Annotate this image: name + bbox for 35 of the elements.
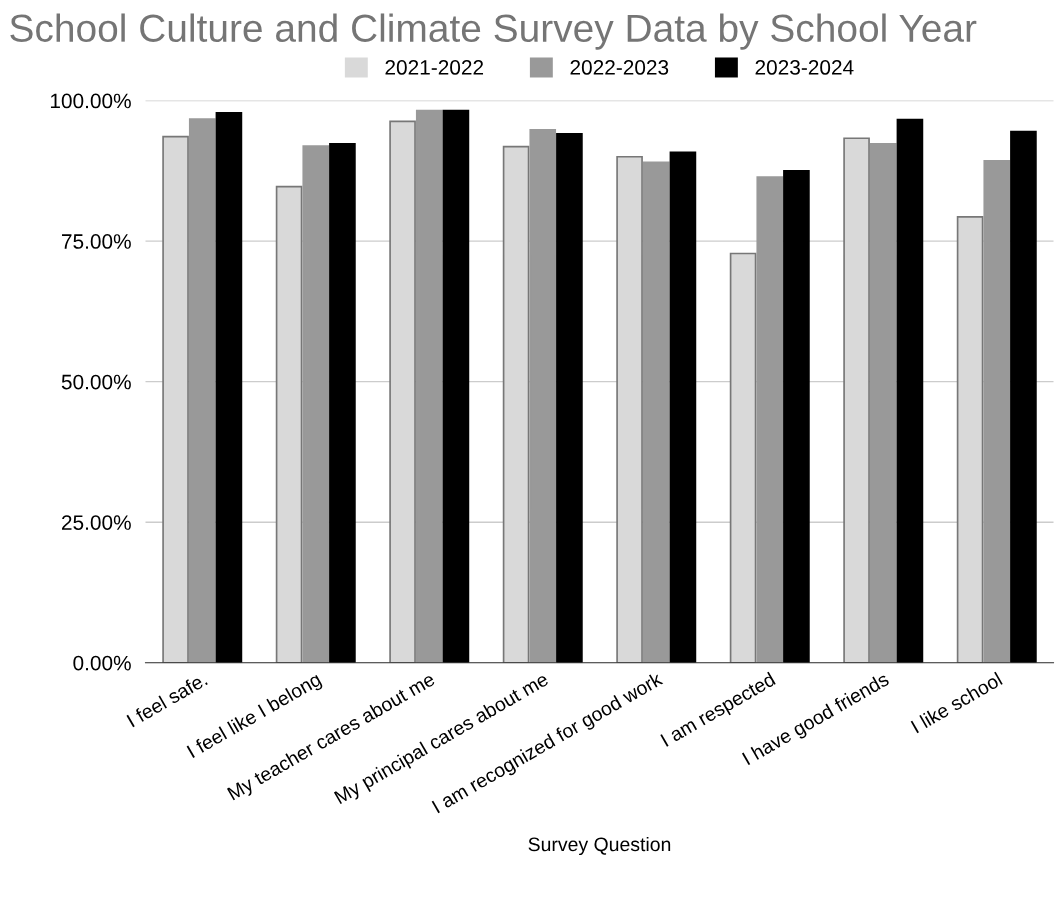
bar [843, 137, 870, 663]
x-tick-label: I feel safe. [126, 671, 208, 728]
bar [529, 128, 557, 663]
y-tick-label: 100.00% [50, 93, 131, 109]
bar [616, 155, 643, 663]
bar [956, 216, 984, 663]
x-axis-title: Survey Question [528, 836, 671, 856]
legend-label: 2022-2023 [570, 60, 669, 75]
y-tick-label: 75.00% [62, 234, 131, 249]
bar [556, 132, 583, 663]
bar [642, 161, 670, 663]
bar [389, 120, 416, 663]
bar [669, 151, 697, 663]
bar [756, 176, 784, 663]
legend-label: 2021-2022 [385, 60, 484, 75]
bar [329, 143, 356, 663]
bar [869, 143, 897, 663]
bar [783, 170, 810, 663]
bar [729, 252, 757, 663]
bar [302, 145, 330, 663]
y-tick-label: 50.00% [61, 374, 131, 390]
y-tick-label: 25.00% [62, 515, 131, 530]
bar [275, 185, 303, 663]
bar [215, 112, 243, 663]
chart-title: School Culture and Climate Survey Data by School Year [10, 13, 977, 50]
bar [896, 118, 924, 663]
bar [415, 109, 443, 663]
legend-label: 2023-2024 [755, 60, 854, 75]
bar [442, 109, 470, 663]
y-tick-label: 0.00% [73, 655, 131, 671]
bar [1010, 130, 1037, 663]
bar [502, 145, 530, 663]
bar [188, 118, 216, 663]
bar [162, 135, 189, 663]
bar [983, 159, 1011, 663]
